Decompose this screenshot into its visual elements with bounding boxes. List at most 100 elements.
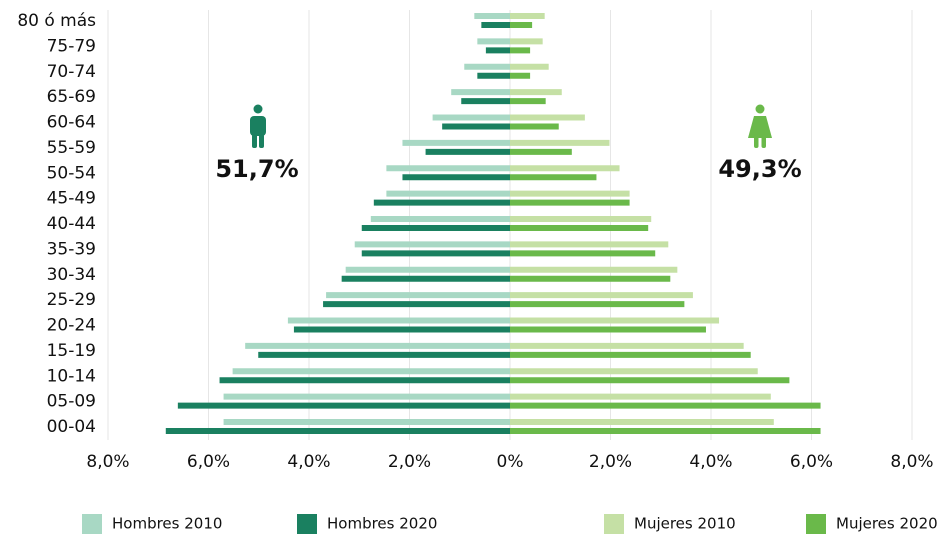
bar [323,301,510,308]
y-tick-label: 40-44 [47,214,96,234]
y-tick-label: 80 ó más [17,11,96,31]
bar [386,165,510,172]
bar [361,225,510,231]
bar [165,428,510,434]
bar [510,139,610,146]
x-tick-label: 0% [497,452,524,472]
y-tick-label: 35-39 [47,239,96,259]
bar [432,114,510,121]
bar [425,148,510,155]
bar [223,393,510,400]
bar [510,13,545,19]
bar [510,393,771,400]
bar [510,174,597,181]
bar [510,368,758,375]
bar [219,377,510,384]
bar [510,317,720,324]
bar [370,216,510,222]
bar [461,98,510,105]
bar [510,326,706,333]
y-tick-label: 05-09 [47,392,96,412]
bar [510,98,546,105]
bar [510,199,630,206]
bar [326,292,510,299]
bar [510,428,821,434]
bar [510,114,585,121]
bar [485,47,510,54]
legend-label: Hombres 2020 [327,515,437,533]
bar [510,22,533,28]
bar [451,89,510,96]
y-tick-label: 25-29 [47,290,96,310]
bar [474,13,510,19]
bar [510,292,693,299]
bar [510,266,678,273]
x-tick-label: 2,0% [589,452,632,472]
legend-swatch [806,514,826,534]
bar [464,63,510,70]
bar [232,368,510,375]
bar [477,38,510,45]
legend-swatch [604,514,624,534]
bar [510,301,685,308]
annotation: 51,7% [215,155,298,183]
y-tick-label: 20-24 [47,316,96,336]
y-tick-label: 65-69 [47,87,96,107]
bar [510,165,620,172]
legend-swatch [297,514,317,534]
bar [510,72,531,79]
y-tick-label: 60-64 [47,113,96,133]
bar [361,250,510,257]
bar [293,326,510,333]
bar [177,402,510,409]
x-tick-label: 4,0% [689,452,732,472]
bar [341,275,510,282]
bar [510,216,652,222]
bar [345,266,510,273]
annotation: 49,3% [718,155,801,183]
man-icon [250,104,266,148]
y-tick-label: 10-14 [47,366,96,386]
y-tick-label: 15-19 [47,341,96,361]
y-tick-label: 75-79 [47,36,96,56]
bar [287,317,510,324]
bar [510,275,671,282]
bar [510,225,649,231]
y-tick-label: 45-49 [47,189,96,209]
bar [510,190,630,197]
bar [481,22,510,28]
y-tick-label: 70-74 [47,62,96,82]
bar [510,241,669,248]
y-tick-label: 00-04 [47,417,96,437]
legend-swatch [82,514,102,534]
x-tick-label: 8,0% [86,452,129,472]
bar [223,419,510,425]
bar [510,351,751,358]
y-tick-label: 50-54 [47,163,96,183]
bar [442,123,510,130]
bar [510,250,656,257]
woman-icon [748,104,772,148]
x-tick-label: 6,0% [790,452,833,472]
bar [477,72,510,79]
bar [402,139,510,146]
bar [402,174,510,181]
bar [510,342,744,349]
x-tick-label: 2,0% [388,452,431,472]
bar [510,377,790,384]
bar [245,342,510,349]
x-tick-label: 8,0% [890,452,933,472]
bar [510,148,572,155]
legend-label: Mujeres 2010 [634,515,736,533]
bar [510,402,821,409]
legend-label: Hombres 2010 [112,515,222,533]
bar [510,47,531,54]
y-tick-label: 30-34 [47,265,96,285]
bar [258,351,510,358]
bar [373,199,510,206]
bar [354,241,510,248]
bar [510,419,774,425]
bar [510,63,549,70]
y-tick-label: 55-59 [47,138,96,158]
